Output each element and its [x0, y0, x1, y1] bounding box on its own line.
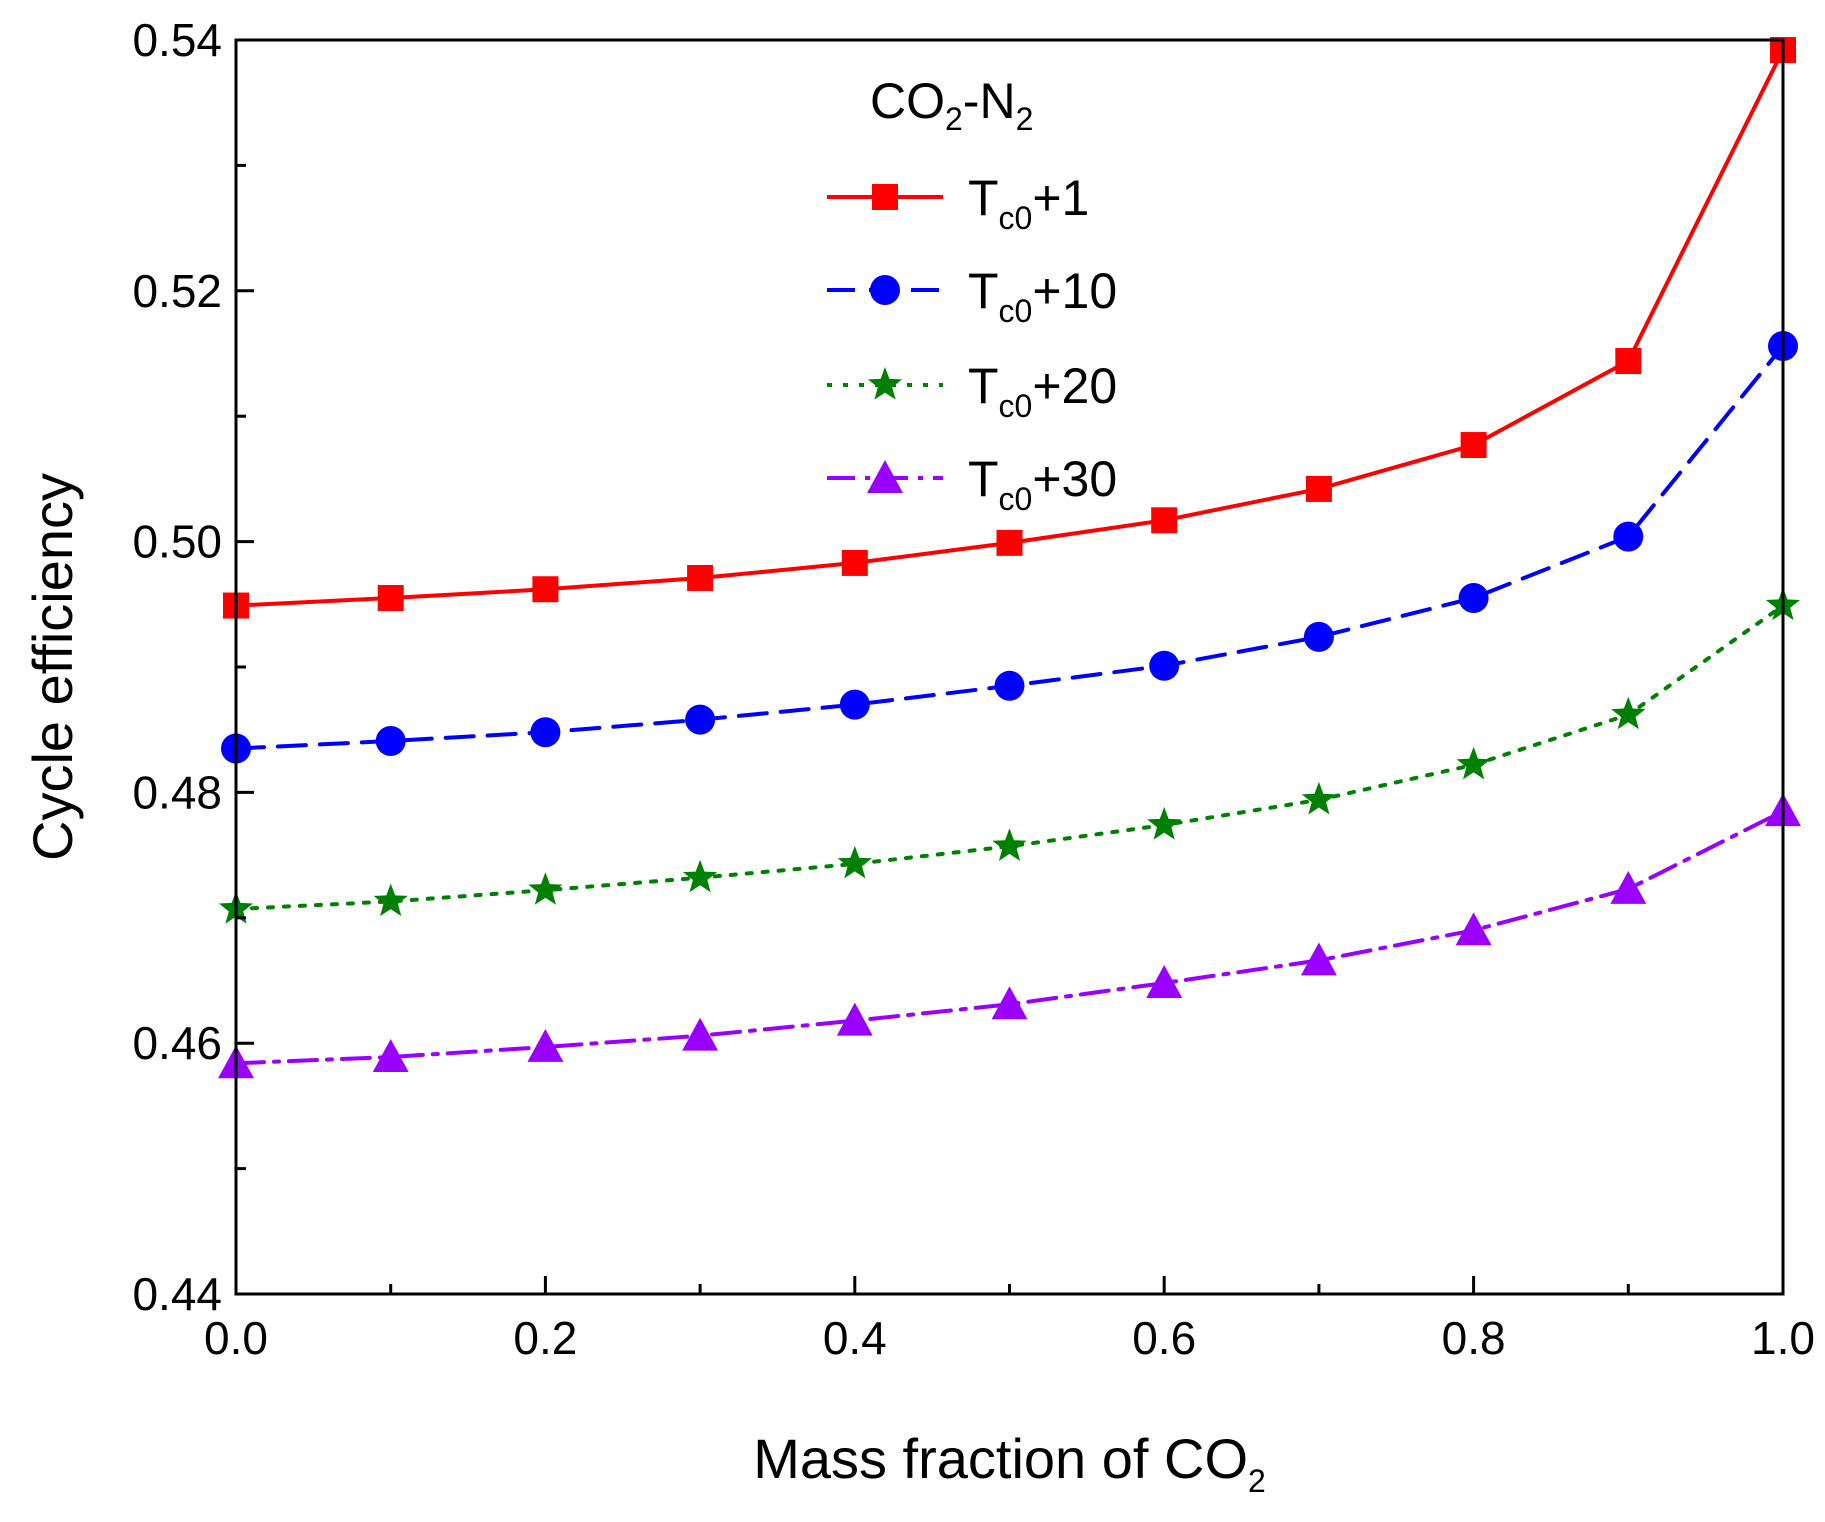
legend-marker-Tc0+30	[867, 460, 903, 493]
y-tick-label-4: 0.52	[132, 265, 222, 317]
legend-label-sub: c0	[999, 481, 1033, 517]
point-Tc0+30-5	[991, 986, 1028, 1020]
x-tick-label-5: 1.0	[1751, 1312, 1815, 1364]
x-axis-title-sub: 2	[1248, 1463, 1266, 1499]
point-Tc0+30-9	[1610, 871, 1647, 904]
point-Tc0+20-1	[373, 883, 408, 917]
point-Tc0+1-6	[1151, 507, 1178, 534]
point-Tc0+10-4	[839, 689, 870, 720]
point-Tc0+30-4	[836, 1002, 873, 1036]
legend-entry-Tc0+30: Tc0+30	[827, 451, 1117, 517]
legend-label-main: T	[968, 170, 999, 226]
point-Tc0+10-6	[1149, 650, 1180, 681]
point-Tc0+20-9	[1611, 696, 1646, 730]
legend-label-suffix: +1	[1032, 170, 1089, 226]
legend-label-Tc0+30: Tc0+30	[968, 451, 1117, 517]
point-Tc0+10-2	[530, 717, 561, 748]
legend-marker-Tc0+10	[870, 275, 900, 305]
point-Tc0+20-7	[1301, 781, 1336, 815]
y-tick-label-0: 0.44	[132, 1268, 222, 1320]
point-Tc0+20-6	[1147, 807, 1182, 840]
point-Tc0+30-3	[682, 1017, 719, 1051]
legend-label-Tc0+1: Tc0+1	[968, 170, 1089, 236]
legend-title-sub2: 2	[1016, 101, 1034, 137]
x-tick-label-1: 0.2	[513, 1312, 577, 1364]
ticks-layer: 0.0 0.2 0.4 0.6 0.8 1.0 0.44 0.46 0.48 0.50 0.52 0.…	[132, 14, 1815, 1364]
point-Tc0+10-3	[685, 704, 716, 735]
legend-title-co: CO	[870, 73, 945, 129]
legend-label-sub: c0	[999, 293, 1033, 329]
x-tick-label-4: 0.8	[1442, 1312, 1506, 1364]
legend-entry-Tc0+1: Tc0+1	[827, 170, 1089, 236]
legend-label-Tc0+20: Tc0+20	[968, 358, 1117, 424]
point-Tc0+1-9	[1615, 348, 1642, 375]
y-tick-label-1: 0.46	[132, 1017, 222, 1069]
legend-label-sub: c0	[999, 200, 1033, 236]
point-Tc0+10-1	[375, 725, 406, 756]
point-Tc0+1-3	[687, 564, 714, 591]
y-tick-label-5: 0.54	[132, 14, 222, 66]
point-Tc0+1-2	[532, 576, 559, 603]
point-Tc0+1-1	[377, 585, 404, 612]
x-tick-label-3: 0.6	[1132, 1312, 1196, 1364]
point-Tc0+20-2	[528, 872, 563, 905]
legend-label-suffix: +20	[1032, 358, 1117, 414]
series-Tc0+10	[221, 330, 1798, 764]
series-Tc0+20	[218, 587, 1801, 924]
y-tick-label-3: 0.50	[132, 516, 222, 568]
series-line-Tc0+30	[234, 809, 1785, 1066]
legend-label-main: T	[968, 358, 999, 414]
x-tick-label-2: 0.4	[823, 1312, 887, 1364]
x-tick-label-0: 0.0	[204, 1312, 268, 1364]
point-Tc0+30-7	[1300, 942, 1337, 976]
legend-label-Tc0+10: Tc0+10	[968, 263, 1117, 329]
point-Tc0+30-2	[527, 1029, 564, 1062]
series-line-Tc0+20	[234, 603, 1785, 911]
legend-marker-Tc0+1	[872, 184, 898, 210]
legend-marker-Tc0+20	[867, 367, 903, 400]
legend-label-suffix: +30	[1032, 451, 1117, 507]
point-Tc0+10-5	[994, 670, 1025, 701]
series-Tc0+1	[223, 37, 1796, 619]
legend-label-sub: c0	[999, 388, 1033, 424]
series-Tc0+30	[218, 793, 1801, 1079]
legend-title: CO2-N2	[870, 73, 1033, 137]
point-Tc0+1-5	[996, 529, 1023, 556]
point-Tc0+30-1	[372, 1039, 409, 1072]
x-axis-title-main: Mass fraction of CO	[753, 1427, 1248, 1490]
series-layer	[218, 37, 1801, 1079]
x-axis-title: Mass fraction of CO2	[753, 1427, 1266, 1499]
point-Tc0+20-8	[1456, 746, 1491, 780]
legend-label-main: T	[968, 451, 999, 507]
point-Tc0+1-7	[1305, 475, 1332, 502]
legend-label-main: T	[968, 263, 999, 319]
point-Tc0+20-4	[837, 845, 872, 879]
point-Tc0+20-5	[992, 828, 1027, 861]
point-Tc0+10-8	[1458, 583, 1489, 614]
legend-title-sub1: 2	[945, 101, 963, 137]
point-Tc0+20-3	[683, 859, 718, 893]
legend-label-suffix: +10	[1032, 263, 1117, 319]
point-Tc0+10-7	[1303, 621, 1334, 652]
point-Tc0+1-8	[1460, 432, 1487, 459]
y-tick-label-2: 0.48	[132, 766, 222, 818]
point-Tc0+30-8	[1455, 912, 1492, 946]
legend-entry-Tc0+10: Tc0+10	[827, 263, 1117, 329]
point-Tc0+10-9	[1613, 521, 1644, 552]
point-Tc0+1-4	[841, 549, 868, 576]
legend-entry-Tc0+20: Tc0+20	[827, 358, 1117, 424]
y-axis-title: Cycle efficiency	[21, 473, 84, 861]
point-Tc0+30-6	[1146, 965, 1183, 998]
legend-title-n: -N	[963, 73, 1016, 129]
